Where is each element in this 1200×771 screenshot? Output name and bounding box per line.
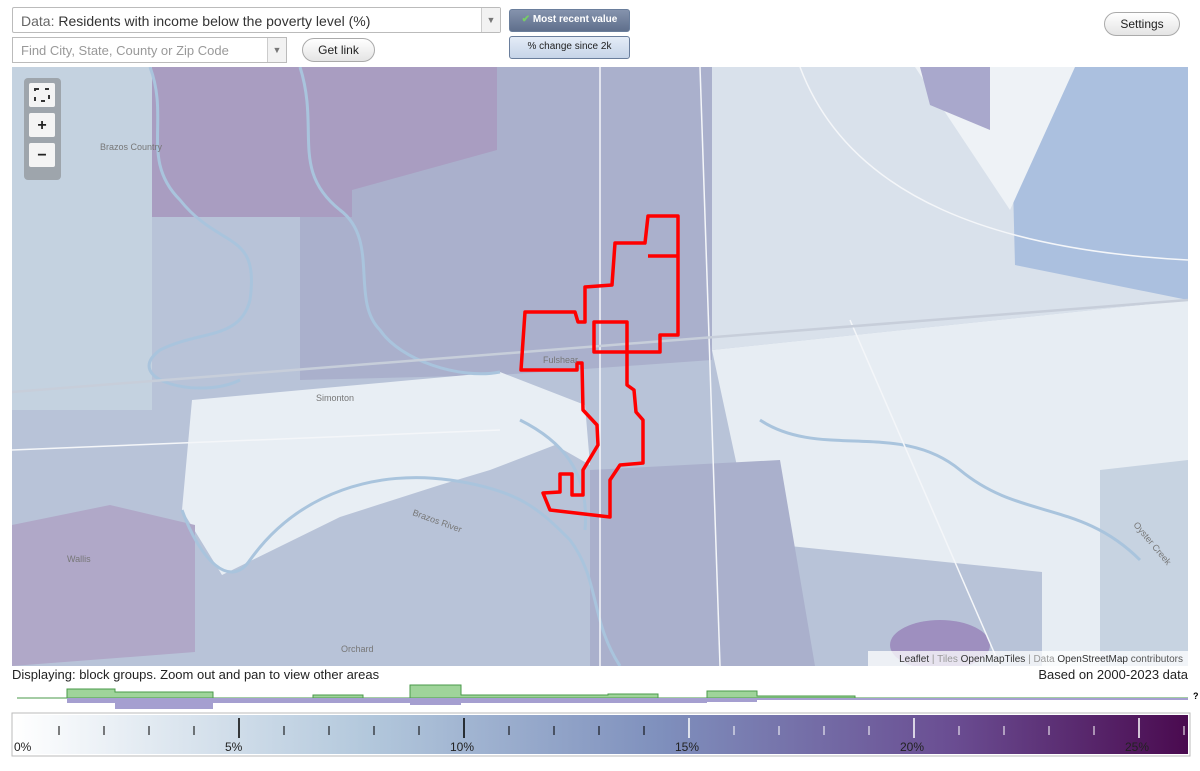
rivers	[147, 67, 1142, 666]
place-label: Fulshear	[543, 355, 578, 365]
attribution-box	[868, 651, 1188, 666]
settings-button[interactable]: Settings	[1104, 12, 1180, 36]
change-button[interactable]: % change since 2k	[509, 36, 630, 59]
legend-gradient	[14, 715, 1188, 754]
legend-label: 10%	[450, 740, 474, 754]
fullscreen-icon	[34, 88, 50, 102]
region	[12, 505, 195, 666]
attribution: Leaflet | Tiles OpenMapTiles | Data Open…	[899, 654, 1183, 665]
region	[152, 67, 497, 217]
legend: 0% 5% 10% 15% 20% 25%	[11, 712, 1191, 757]
check-icon: ✔	[521, 14, 531, 25]
legend-label: 15%	[675, 740, 699, 754]
fullscreen-button[interactable]	[29, 83, 55, 107]
search-arrow: ▼	[267, 38, 286, 62]
attribution-text: contributors	[1131, 654, 1183, 665]
legend-label: 20%	[900, 740, 924, 754]
data-prefix: Data:	[21, 13, 55, 29]
railway	[12, 298, 1188, 394]
most-recent-button[interactable]: ✔ Most recent value	[509, 9, 630, 32]
attribution-link[interactable]: Leaflet	[899, 654, 929, 665]
attribution-text: | Data	[1028, 654, 1055, 665]
map[interactable]: Brazos Country Fulshear Simonton Wallis …	[12, 67, 1188, 666]
place-label: Brazos Country	[100, 142, 163, 152]
zoom-in-icon: +	[37, 117, 46, 134]
data-select-text: Residents with income below the poverty …	[58, 13, 371, 29]
based-on-text: Based on 2000-2023 data	[1038, 667, 1188, 682]
displaying-text: Displaying: block groups. Zoom out and p…	[12, 667, 380, 682]
legend-label: 5%	[225, 740, 243, 754]
region	[712, 300, 1188, 666]
get-link-button[interactable]: Get link	[302, 38, 375, 62]
region	[920, 67, 990, 130]
histogram-upper	[17, 684, 1188, 699]
search-input[interactable]: Find City, State, County or Zip Code ▼	[12, 37, 287, 63]
zoom-out-button[interactable]	[29, 143, 55, 167]
roads	[12, 67, 1188, 666]
attribution-link[interactable]: OpenStreetMap	[1057, 654, 1128, 665]
place-label: Orchard	[341, 644, 374, 654]
zoom-out-icon: −	[37, 147, 46, 164]
place-label: Wallis	[67, 554, 91, 564]
question-mark[interactable]: ?	[1193, 691, 1199, 701]
zoom-buttons: + −	[29, 83, 55, 167]
zoom-in-button[interactable]	[29, 113, 55, 137]
attribution-link[interactable]: OpenMapTiles	[961, 654, 1026, 665]
data-select[interactable]: Data: Residents with income below the po…	[12, 7, 501, 33]
boundary-outline	[519, 214, 680, 519]
search-placeholder: Find City, State, County or Zip Code	[21, 43, 229, 58]
region	[1100, 460, 1188, 666]
legend-label: 0%	[14, 740, 32, 754]
attribution-text: | Tiles	[932, 654, 958, 665]
region	[1010, 67, 1188, 300]
most-recent-text: Most recent value	[532, 14, 618, 25]
place-label: Simonton	[316, 393, 354, 403]
histogram-lower	[17, 698, 1188, 709]
select-arrow: ▼	[481, 8, 500, 32]
histogram: ?	[17, 684, 1199, 709]
legend-label: 25%	[1125, 740, 1149, 754]
region	[590, 460, 815, 666]
